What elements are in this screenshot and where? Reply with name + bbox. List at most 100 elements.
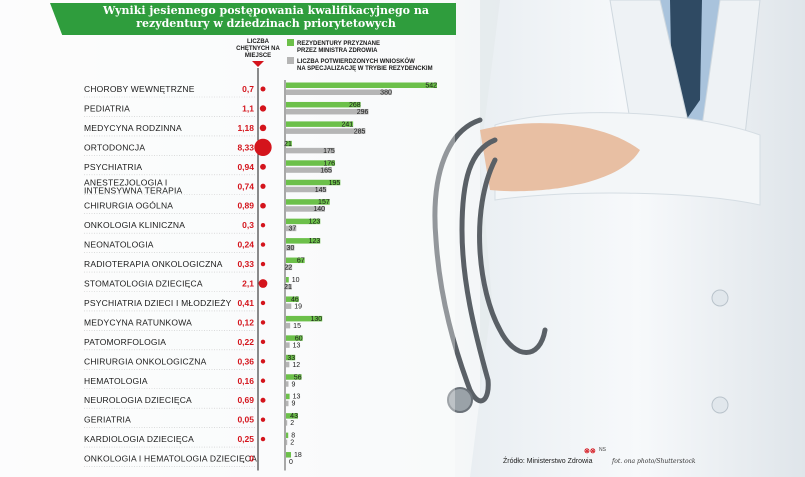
chart-title: Wyniki jesiennego postępowania kwalifika… — [103, 4, 429, 30]
legend-label: LICZBA POTWIERDZONYCH WNIOSKÓW — [297, 57, 415, 65]
title-banner — [50, 3, 456, 35]
ratio-value: 0,16 — [237, 376, 254, 386]
bar-granted-label: 46 — [291, 296, 299, 303]
ratio-value: 0,69 — [237, 395, 254, 405]
table-row: MEDYCYNA RATUNKOWA 0,12 130 15 — [84, 315, 323, 331]
bar-applications-label: 15 — [293, 323, 301, 330]
legend-swatch — [287, 57, 294, 64]
coat-button-2 — [711, 396, 729, 414]
category-label: KARDIOLOGIA DZIECIĘCA — [84, 434, 194, 444]
ratio-header-line: LICZBA — [247, 39, 270, 45]
bar-applications-label: 21 — [284, 284, 292, 291]
ratio-header-line: MIEJSCE — [245, 53, 271, 59]
ratio-dot — [260, 417, 266, 422]
bar-granted-label: 195 — [329, 180, 341, 187]
ratio-value: 1,18 — [237, 123, 254, 133]
bar-applications-label: 12 — [292, 362, 300, 369]
ratio-header-arrow-icon — [252, 61, 264, 67]
category-label: ONKOLOGIA KLINICZNA — [84, 220, 185, 230]
bar-granted-label: 13 — [293, 394, 301, 401]
bar-granted — [286, 413, 298, 419]
bar-applications-label: 296 — [357, 109, 369, 116]
bar-applications-label: 9 — [292, 401, 296, 408]
bar-granted — [286, 160, 336, 166]
ratio-value: 0,74 — [237, 181, 254, 191]
bar-applications — [286, 303, 292, 309]
bar-granted-label: 123 — [309, 238, 321, 245]
table-row: NEONATOLOGIA 0,24 123 30 — [84, 238, 320, 253]
category-label: PATOMORFOLOGIA — [84, 337, 166, 347]
bar-applications — [286, 322, 291, 329]
bar-applications — [286, 361, 290, 368]
bar-granted — [286, 121, 354, 127]
bar-granted — [286, 374, 302, 380]
bar-applications-label: 22 — [284, 265, 292, 272]
bar-granted — [286, 277, 289, 283]
table-row: KARDIOLOGIA DZIECIĘCA 0,25 82 — [84, 432, 295, 448]
bar-granted — [286, 452, 292, 458]
bar-applications — [286, 128, 366, 134]
bar-granted-label: 157 — [318, 199, 330, 206]
ratio-value: 0,89 — [237, 201, 254, 211]
legend-swatch — [287, 39, 294, 46]
ratio-value: 2,1 — [242, 279, 254, 289]
hand — [480, 123, 640, 192]
ratio-value: 0,25 — [237, 434, 254, 444]
ratio-dot — [260, 242, 266, 247]
bar-applications — [286, 284, 292, 290]
bar-applications — [286, 400, 289, 407]
ratio-dot — [260, 202, 266, 209]
ratio-dot — [260, 397, 266, 403]
bar-granted-label: 123 — [309, 219, 321, 226]
bar-granted — [286, 218, 321, 225]
bar-applications — [286, 167, 332, 173]
category-label: PSYCHIATRIA — [84, 162, 142, 172]
bar-granted — [286, 315, 323, 322]
bar-applications-label: 145 — [315, 187, 327, 194]
ratio-value: 0,22 — [237, 337, 254, 347]
category-label: PSYCHIATRIA DZIECI I MŁODZIEŻY — [84, 298, 232, 308]
bar-applications-label: 140 — [313, 206, 325, 213]
bar-granted-label: 21 — [284, 141, 292, 148]
chart-rows: CHOROBY WEWNĘTRZNE 0,7 542 380 PEDIATRIA 1,1 2… — [84, 68, 437, 471]
ratio-dot — [254, 138, 272, 157]
ratio-dot — [260, 436, 266, 442]
ratio-header-line: CHĘTNYCH NA — [236, 46, 280, 52]
table-row: RADIOTERAPIA ONKOLOGICZNA 0,33 67 22 — [84, 257, 305, 273]
bar-granted-label: 43 — [290, 413, 298, 420]
category-label: NEONATOLOGIA — [84, 240, 154, 250]
bar-applications — [286, 439, 288, 446]
bar-granted — [286, 101, 361, 108]
bar-granted — [286, 335, 303, 341]
bar-granted-label: 542 — [425, 83, 437, 90]
ratio-dot — [260, 359, 266, 364]
ratio-value: 0,05 — [237, 415, 254, 425]
bar-applications — [286, 225, 297, 232]
bar-granted-label: 241 — [341, 121, 353, 128]
table-row: NEUROLOGIA DZIECIĘCA 0,69 139 — [84, 393, 301, 409]
ratio-dot — [260, 339, 266, 345]
bar-applications-label: 175 — [323, 148, 335, 155]
stethoscope-tubing — [432, 117, 498, 404]
bar-applications — [286, 206, 326, 212]
category-label: INTENSYWNA TERAPIA — [84, 185, 183, 195]
logo-suffix: NS — [599, 447, 606, 453]
bar-applications-label: 37 — [289, 226, 297, 233]
bar-applications — [286, 381, 289, 387]
ratio-dot — [260, 163, 266, 170]
bar-granted — [286, 432, 289, 439]
table-row: ONKOLOGIA KLINICZNA 0,3 123 37 — [84, 218, 321, 234]
ratio-dot — [260, 183, 266, 189]
category-label: GERIATRIA — [84, 415, 131, 425]
ratio-value: 0,33 — [237, 259, 254, 269]
photo-credit: fot. ona photo/Shutterstock — [612, 458, 696, 465]
bar-granted-label: 176 — [323, 160, 335, 167]
category-label: CHIRURGIA OGÓLNA — [84, 201, 173, 211]
